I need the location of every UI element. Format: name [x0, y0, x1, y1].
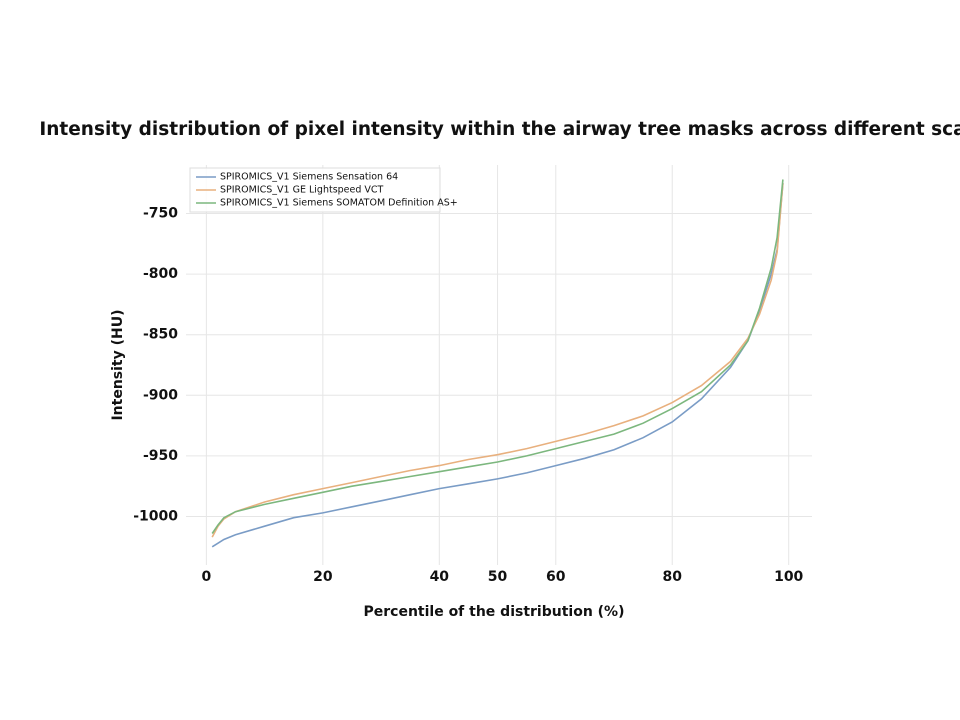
legend-box [189, 167, 441, 213]
x-tick-label: 20 [313, 569, 333, 585]
legend-label: SPIROMICS_V1 Siemens SOMATOM Definition … [220, 198, 458, 209]
y-tick-label: -850 [143, 327, 178, 343]
x-axis-label: Percentile of the distribution (%) [363, 604, 624, 620]
y-tick-label: -750 [143, 205, 178, 221]
y-tick-label: -900 [143, 387, 178, 403]
series-line [211, 179, 784, 534]
y-tick-label: -950 [143, 448, 178, 464]
legend-label: SPIROMICS_V1 Siemens Sensation 64 [220, 172, 398, 183]
x-tick-label: 80 [662, 569, 682, 585]
x-tick-label: 50 [488, 569, 508, 585]
y-axis-label: Intensity (HU) [110, 309, 126, 420]
y-tick-label: -800 [143, 266, 178, 282]
chart-title: Intensity distribution of pixel intensit… [39, 119, 960, 140]
x-tick-label: 100 [774, 569, 803, 585]
y-tick-label: -1000 [133, 509, 178, 525]
legend-label: SPIROMICS_V1 GE Lightspeed VCT [220, 185, 384, 196]
x-tick-label: 60 [546, 569, 566, 585]
x-tick-label: 40 [430, 569, 450, 585]
series-line [211, 183, 784, 538]
x-tick-label: 0 [202, 569, 212, 585]
